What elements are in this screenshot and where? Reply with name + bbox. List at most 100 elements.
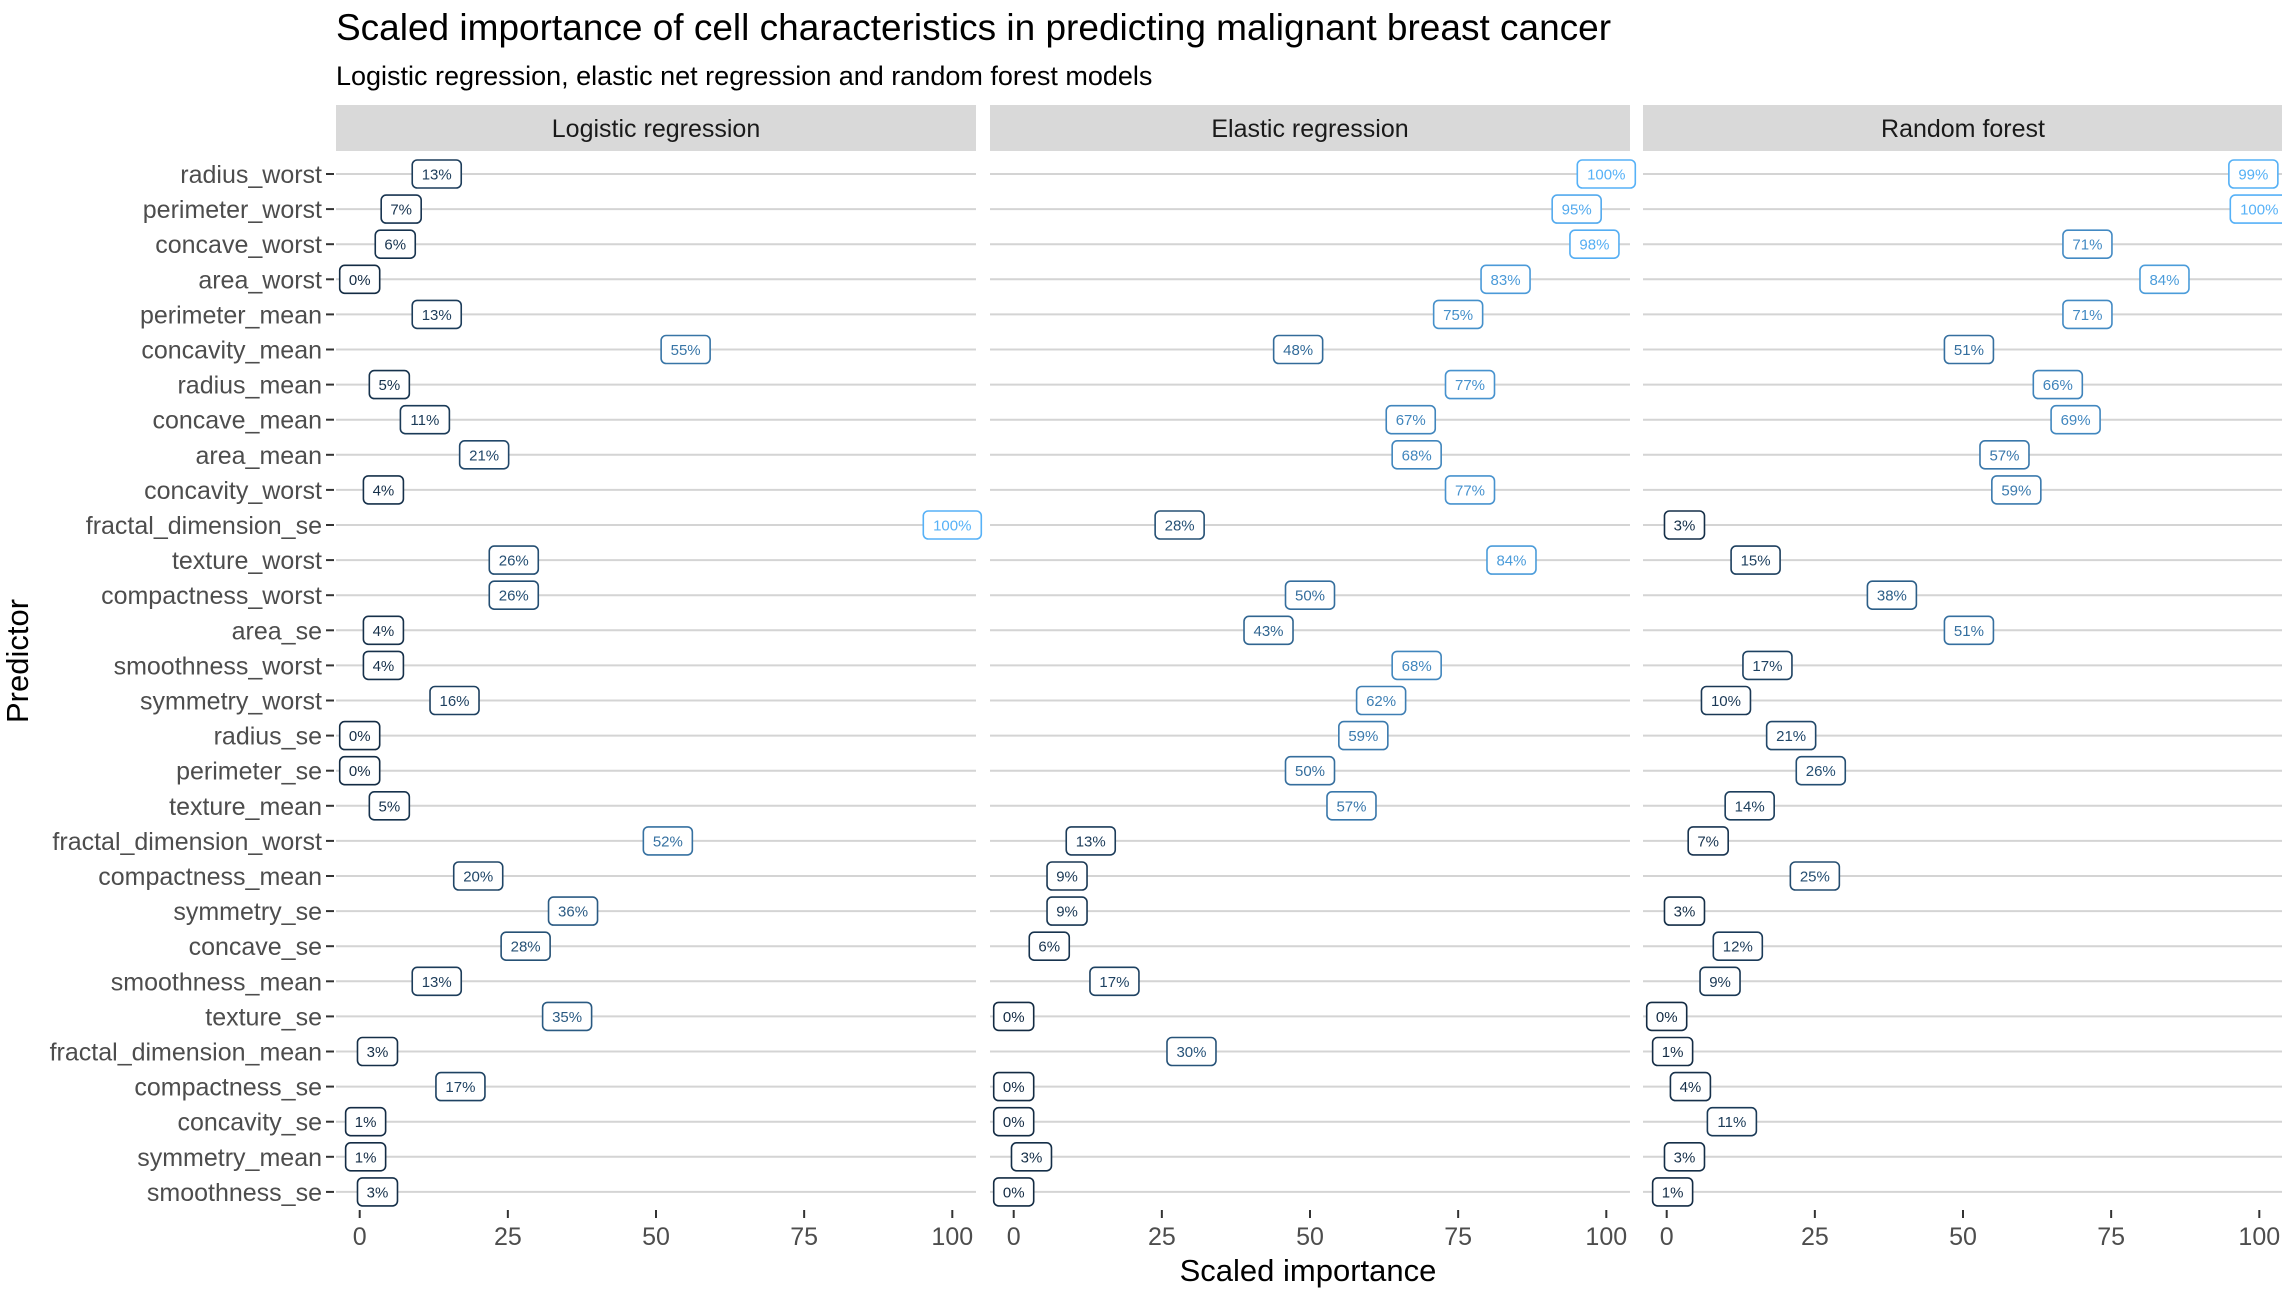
data-label-box <box>1154 510 1205 540</box>
data-label-text: 30% <box>1176 1044 1206 1061</box>
chart-title: Scaled importance of cell characteristic… <box>336 7 1611 48</box>
chart-subtitle: Logistic regression, elastic net regress… <box>336 61 1152 91</box>
data-label: 83% <box>1480 264 1531 295</box>
data-label-text: 0% <box>1003 1079 1025 1096</box>
data-label-box <box>1065 826 1117 856</box>
data-label: 17% <box>435 1071 486 1102</box>
data-label-box <box>2228 159 2279 189</box>
data-label-box <box>2062 299 2113 330</box>
data-label: 43% <box>1243 615 1294 646</box>
y-tick-label: perimeter_worst <box>143 196 322 224</box>
data-label: 57% <box>1326 790 1377 821</box>
data-label-box <box>399 404 451 435</box>
data-label-box <box>1724 790 1775 821</box>
data-label: 6% <box>374 229 417 259</box>
y-tick-label: fractal_dimension_mean <box>50 1039 322 1067</box>
data-label-box <box>1028 931 1071 962</box>
data-label: 52% <box>642 826 694 856</box>
data-label-text: 36% <box>558 904 588 921</box>
data-label-text: 9% <box>1056 904 1078 921</box>
data-label-box <box>1669 1071 1712 1102</box>
data-label-box <box>1480 264 1531 295</box>
data-label-text: 17% <box>1099 974 1129 991</box>
data-label-box <box>2229 194 2282 224</box>
data-label-box <box>1663 510 1706 540</box>
data-label-text: 69% <box>2061 412 2091 429</box>
y-tick-label: smoothness_se <box>147 1179 322 1207</box>
data-label-text: 25% <box>1800 869 1830 886</box>
facet-panel: Logistic regression 0 25 50 75 100 13% 7% 6% 0% 13… <box>336 105 983 1251</box>
data-label-box <box>1706 1106 1758 1137</box>
data-label-box <box>642 826 694 856</box>
data-label-box <box>1284 755 1336 786</box>
data-label: 71% <box>2062 229 2113 259</box>
data-label: 0% <box>992 1106 1035 1137</box>
data-label-text: 43% <box>1254 623 1284 640</box>
data-label: 36% <box>547 896 599 926</box>
data-label: 68% <box>1391 650 1442 681</box>
data-label: 38% <box>1866 580 1918 611</box>
data-label-text: 9% <box>1056 869 1078 886</box>
y-tick-label: texture_se <box>205 1003 322 1031</box>
data-label: 62% <box>1355 685 1407 716</box>
data-label-box <box>992 1001 1035 1032</box>
data-label-text: 21% <box>1776 728 1806 745</box>
data-label: 0% <box>1645 1001 1688 1032</box>
y-tick-label: compactness_se <box>134 1074 322 1102</box>
data-label-box <box>1651 1177 1694 1207</box>
facet-panels: Logistic regression 0 25 50 75 100 13% 7% 6% 0% 13… <box>336 105 2282 1251</box>
data-label-text: 38% <box>1877 588 1907 605</box>
data-label: 1% <box>1651 1177 1694 1207</box>
data-label-box <box>488 545 540 575</box>
data-label-box <box>1765 720 1817 751</box>
data-label-box <box>1712 931 1764 962</box>
data-label-text: 0% <box>1003 1184 1025 1201</box>
data-label-text: 1% <box>1662 1044 1684 1061</box>
data-label: 13% <box>411 299 463 330</box>
data-label-text: 71% <box>2072 237 2102 254</box>
data-label-text: 9% <box>1709 974 1731 991</box>
data-label-text: 68% <box>1402 658 1432 675</box>
x-tick-label: 25 <box>1148 1223 1176 1251</box>
data-label-text: 3% <box>1674 904 1696 921</box>
data-label-box <box>338 755 381 786</box>
y-tick-label: fractal_dimension_se <box>86 512 322 540</box>
x-tick-label: 0 <box>353 1223 367 1251</box>
data-label-box <box>429 685 480 716</box>
facet-strip <box>1643 105 2282 151</box>
data-label: 13% <box>411 966 463 997</box>
data-label: 4% <box>362 615 405 646</box>
data-label: 5% <box>368 369 411 400</box>
x-tick-label: 100 <box>1585 1223 1627 1251</box>
y-axis-title: Predictor <box>0 599 35 723</box>
data-label-text: 28% <box>1165 518 1195 535</box>
data-label: 5% <box>368 790 411 821</box>
data-label-text: 83% <box>1491 272 1521 289</box>
data-label-text: 3% <box>1021 1149 1043 1166</box>
y-tick-label: symmetry_mean <box>137 1144 322 1172</box>
data-label-box <box>344 1142 387 1172</box>
data-label-box <box>458 439 510 470</box>
data-label-box <box>411 159 463 189</box>
y-tick-label: radius_worst <box>180 161 322 189</box>
data-label: 51% <box>1943 615 1995 646</box>
y-tick-label: concavity_mean <box>141 337 322 365</box>
data-label-box <box>1730 545 1781 575</box>
data-label-text: 20% <box>463 869 493 886</box>
data-label-text: 50% <box>1295 588 1325 605</box>
data-label-text: 57% <box>1336 798 1366 815</box>
data-label-text: 7% <box>390 202 412 219</box>
data-label-box <box>1700 685 1752 716</box>
data-label-box <box>2050 404 2101 435</box>
data-label-text: 5% <box>378 798 400 815</box>
data-label: 11% <box>1706 1106 1758 1137</box>
data-label-box <box>435 1071 486 1102</box>
data-label-text: 0% <box>349 272 371 289</box>
y-tick-label: smoothness_worst <box>114 652 322 680</box>
data-label-box <box>1444 475 1496 505</box>
data-label: 100% <box>1576 159 1637 189</box>
data-label-text: 55% <box>671 342 701 359</box>
data-label-text: 0% <box>349 763 371 780</box>
data-label-box <box>356 1036 399 1067</box>
